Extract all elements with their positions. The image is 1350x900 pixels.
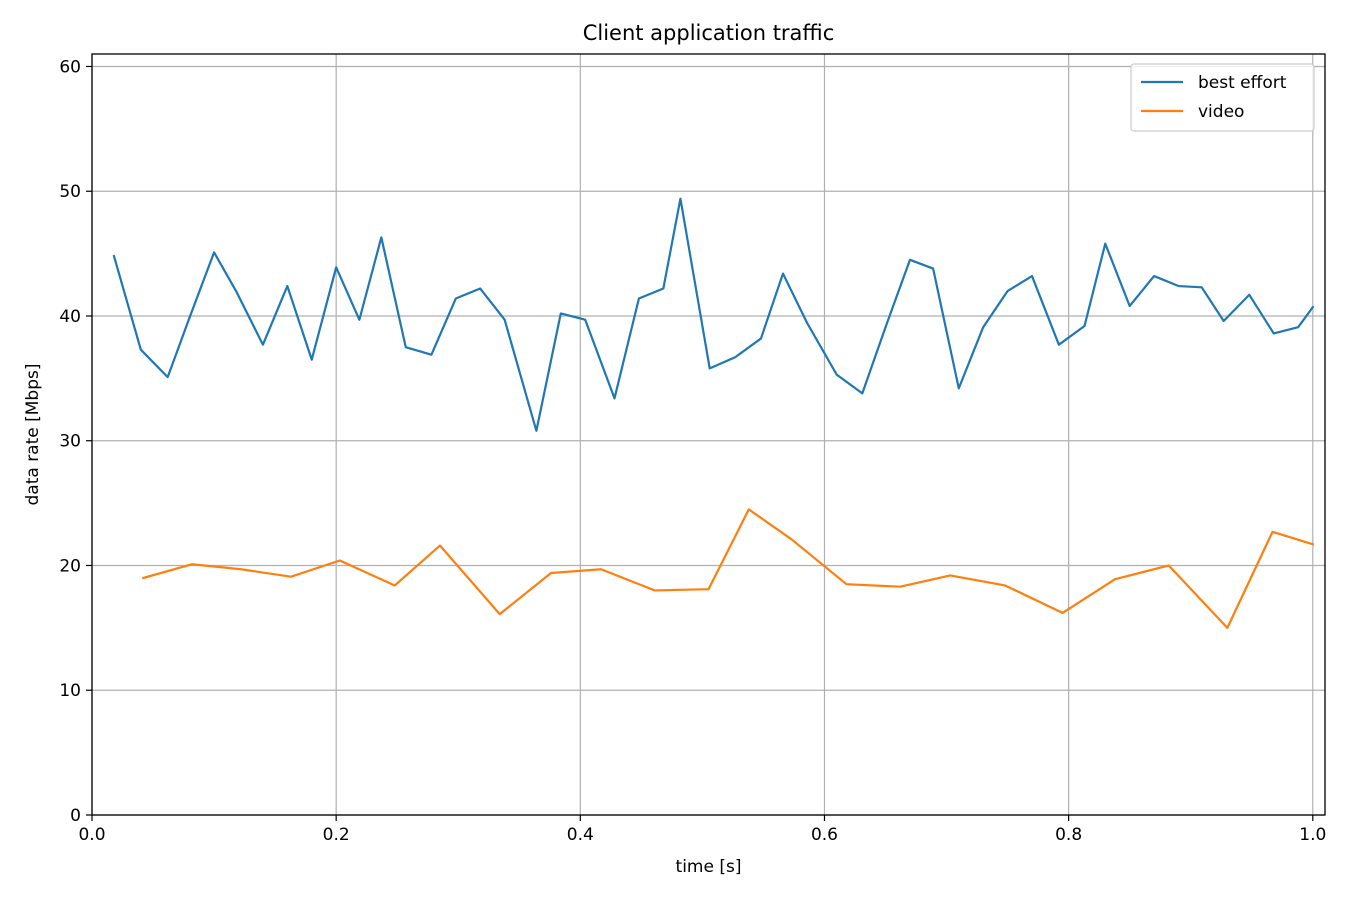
- y-tick-label: 60: [59, 57, 81, 77]
- plot-frame: [91, 53, 1326, 816]
- legend: best effort video: [1130, 63, 1315, 132]
- y-tick-label: 20: [59, 556, 81, 576]
- series-lines: [112, 197, 1315, 629]
- legend-frame: [1130, 63, 1315, 132]
- x-tick-label: 0.6: [811, 825, 838, 845]
- x-tick-label: 0.8: [1055, 825, 1082, 845]
- y-tick-label: 40: [59, 307, 81, 327]
- y-axis-label: data rate [Mbps]: [23, 363, 43, 505]
- y-tick-label: 10: [59, 681, 81, 701]
- y-tick-label: 0: [70, 806, 81, 826]
- legend-label-best-effort: best effort: [1198, 73, 1287, 93]
- x-tick-label: 1.0: [1299, 825, 1326, 845]
- y-tick-label: 50: [59, 182, 81, 202]
- chart-title: Client application traffic: [583, 21, 835, 45]
- x-tick-label: 0.4: [567, 825, 594, 845]
- series-line-video: [141, 508, 1315, 629]
- y-tick-label: 30: [59, 432, 81, 452]
- legend-label-video: video: [1198, 102, 1244, 122]
- x-tick-label: 0.2: [323, 825, 350, 845]
- axis-ticks: 0.0 0.2 0.4 0.6 0.8 1.0 0 10 20 30 40 50 60: [59, 57, 1326, 845]
- x-axis-label: time [s]: [676, 857, 742, 877]
- plot-background: [92, 54, 1325, 815]
- x-tick-label: 0.0: [78, 825, 105, 845]
- series-line-best-effort: [112, 197, 1315, 432]
